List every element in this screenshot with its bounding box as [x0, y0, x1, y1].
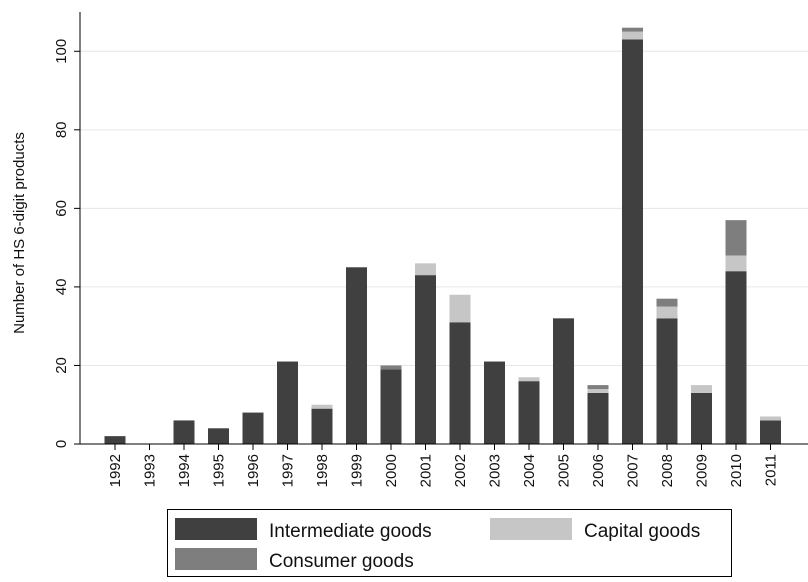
x-tick-label: 2007 — [625, 454, 642, 487]
y-tick-label: 80 — [53, 121, 70, 138]
bar-segment — [242, 412, 264, 444]
bar-segment — [518, 377, 540, 382]
bar-segment — [415, 263, 436, 276]
x-tick-label: 2004 — [521, 454, 538, 487]
x-tick-label: 2006 — [590, 454, 607, 487]
bar-segment — [449, 322, 471, 444]
bar-segment — [380, 365, 402, 370]
y-tick-label: 0 — [53, 440, 70, 448]
bar-segment — [622, 27, 643, 32]
bar-segment — [760, 420, 781, 444]
legend-label: Consumer goods — [269, 551, 414, 572]
legend-swatch — [175, 518, 257, 540]
x-tick-label: 2001 — [418, 454, 435, 487]
y-tick-label: 60 — [53, 200, 70, 217]
x-tick-label: 2009 — [694, 454, 711, 487]
legend-box — [167, 509, 732, 577]
bar-segment — [622, 39, 643, 445]
x-tick-label: 1995 — [211, 454, 228, 487]
bar-segment — [173, 420, 195, 444]
x-tick-label: 1996 — [245, 454, 262, 487]
bar-segment — [760, 416, 781, 421]
legend: Intermediate goods Capital goods Consumer … — [167, 509, 732, 577]
bar-segment — [656, 306, 678, 319]
bar-segment — [553, 318, 574, 444]
bar-segment — [725, 255, 747, 272]
x-tick-label: 2000 — [383, 454, 400, 487]
bar-segment — [691, 392, 712, 444]
y-tick-label: 40 — [53, 279, 70, 296]
x-tick-label: 1997 — [280, 454, 297, 487]
bar-segment — [518, 381, 540, 444]
y-axis-title: Number of HS 6-digit products — [11, 132, 28, 334]
bar-segment — [622, 31, 643, 40]
bar-segment — [277, 361, 298, 444]
x-tick-label: 2005 — [556, 454, 573, 487]
bar-segment — [484, 361, 505, 444]
bar-segment — [691, 385, 712, 393]
x-tick-label: 1999 — [349, 454, 366, 487]
bar-segment — [208, 428, 229, 444]
bar-segment — [725, 271, 747, 444]
bar-segment — [415, 275, 436, 444]
legend-label: Intermediate goods — [269, 521, 432, 542]
bar-segment — [104, 436, 126, 444]
x-tick-label: 1993 — [142, 454, 159, 487]
bar-segment — [587, 385, 609, 390]
bar-segment — [656, 318, 678, 444]
y-tick-label: 100 — [53, 39, 70, 64]
x-tick-label: 1998 — [314, 454, 331, 487]
x-tick-label: 1992 — [107, 454, 124, 487]
bar-segment — [449, 294, 471, 323]
x-tick-label: 1994 — [176, 454, 193, 487]
bar-segment — [725, 220, 747, 256]
bar-segment — [587, 389, 609, 393]
bars — [104, 27, 781, 445]
x-tick-label: 2011 — [763, 454, 780, 486]
legend-swatch — [490, 518, 572, 540]
bar-segment — [311, 404, 333, 409]
x-tick-label: 2003 — [487, 454, 504, 487]
legend-swatch — [175, 548, 257, 570]
legend-label: Capital goods — [584, 521, 700, 542]
bar-segment — [346, 267, 367, 444]
grid-lines — [80, 50, 808, 366]
bar-segment — [380, 369, 402, 444]
bar-segment — [311, 408, 333, 444]
y-tick-label: 20 — [53, 357, 70, 374]
axes: 0 20 40 60 80 100 1992 1993 1994 1995 1996 1997 1998… — [53, 12, 808, 487]
x-tick-label: 2010 — [728, 454, 745, 487]
x-tick-label: 2008 — [659, 454, 676, 487]
x-tick-label: 2002 — [452, 454, 469, 487]
bar-segment — [656, 298, 678, 307]
bar-segment — [587, 392, 609, 444]
